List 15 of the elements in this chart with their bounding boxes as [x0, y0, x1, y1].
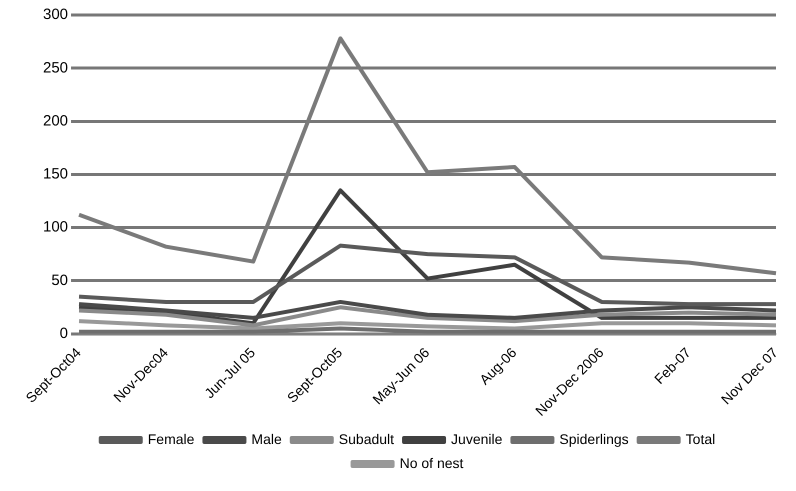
y-tick-label: 150: [42, 166, 68, 183]
legend-label: Spiderlings: [559, 430, 629, 447]
y-tick-label: 0: [60, 324, 68, 342]
y-tick-label: 250: [42, 59, 68, 76]
x-tick-label: Nov Dec 07: [718, 344, 781, 408]
y-tick-label: 200: [42, 112, 68, 130]
y-tick-label: 100: [42, 218, 68, 236]
y-tick-label: 50: [51, 272, 68, 289]
legend-label: No of nest: [400, 454, 464, 471]
legend-label: Female: [148, 430, 195, 447]
legend-label: Subadult: [338, 430, 394, 447]
y-tick-label: 300: [42, 6, 68, 24]
legend-label: Male: [251, 430, 282, 447]
legend-label: Juvenile: [451, 430, 503, 447]
legend-label: Total: [686, 430, 716, 447]
